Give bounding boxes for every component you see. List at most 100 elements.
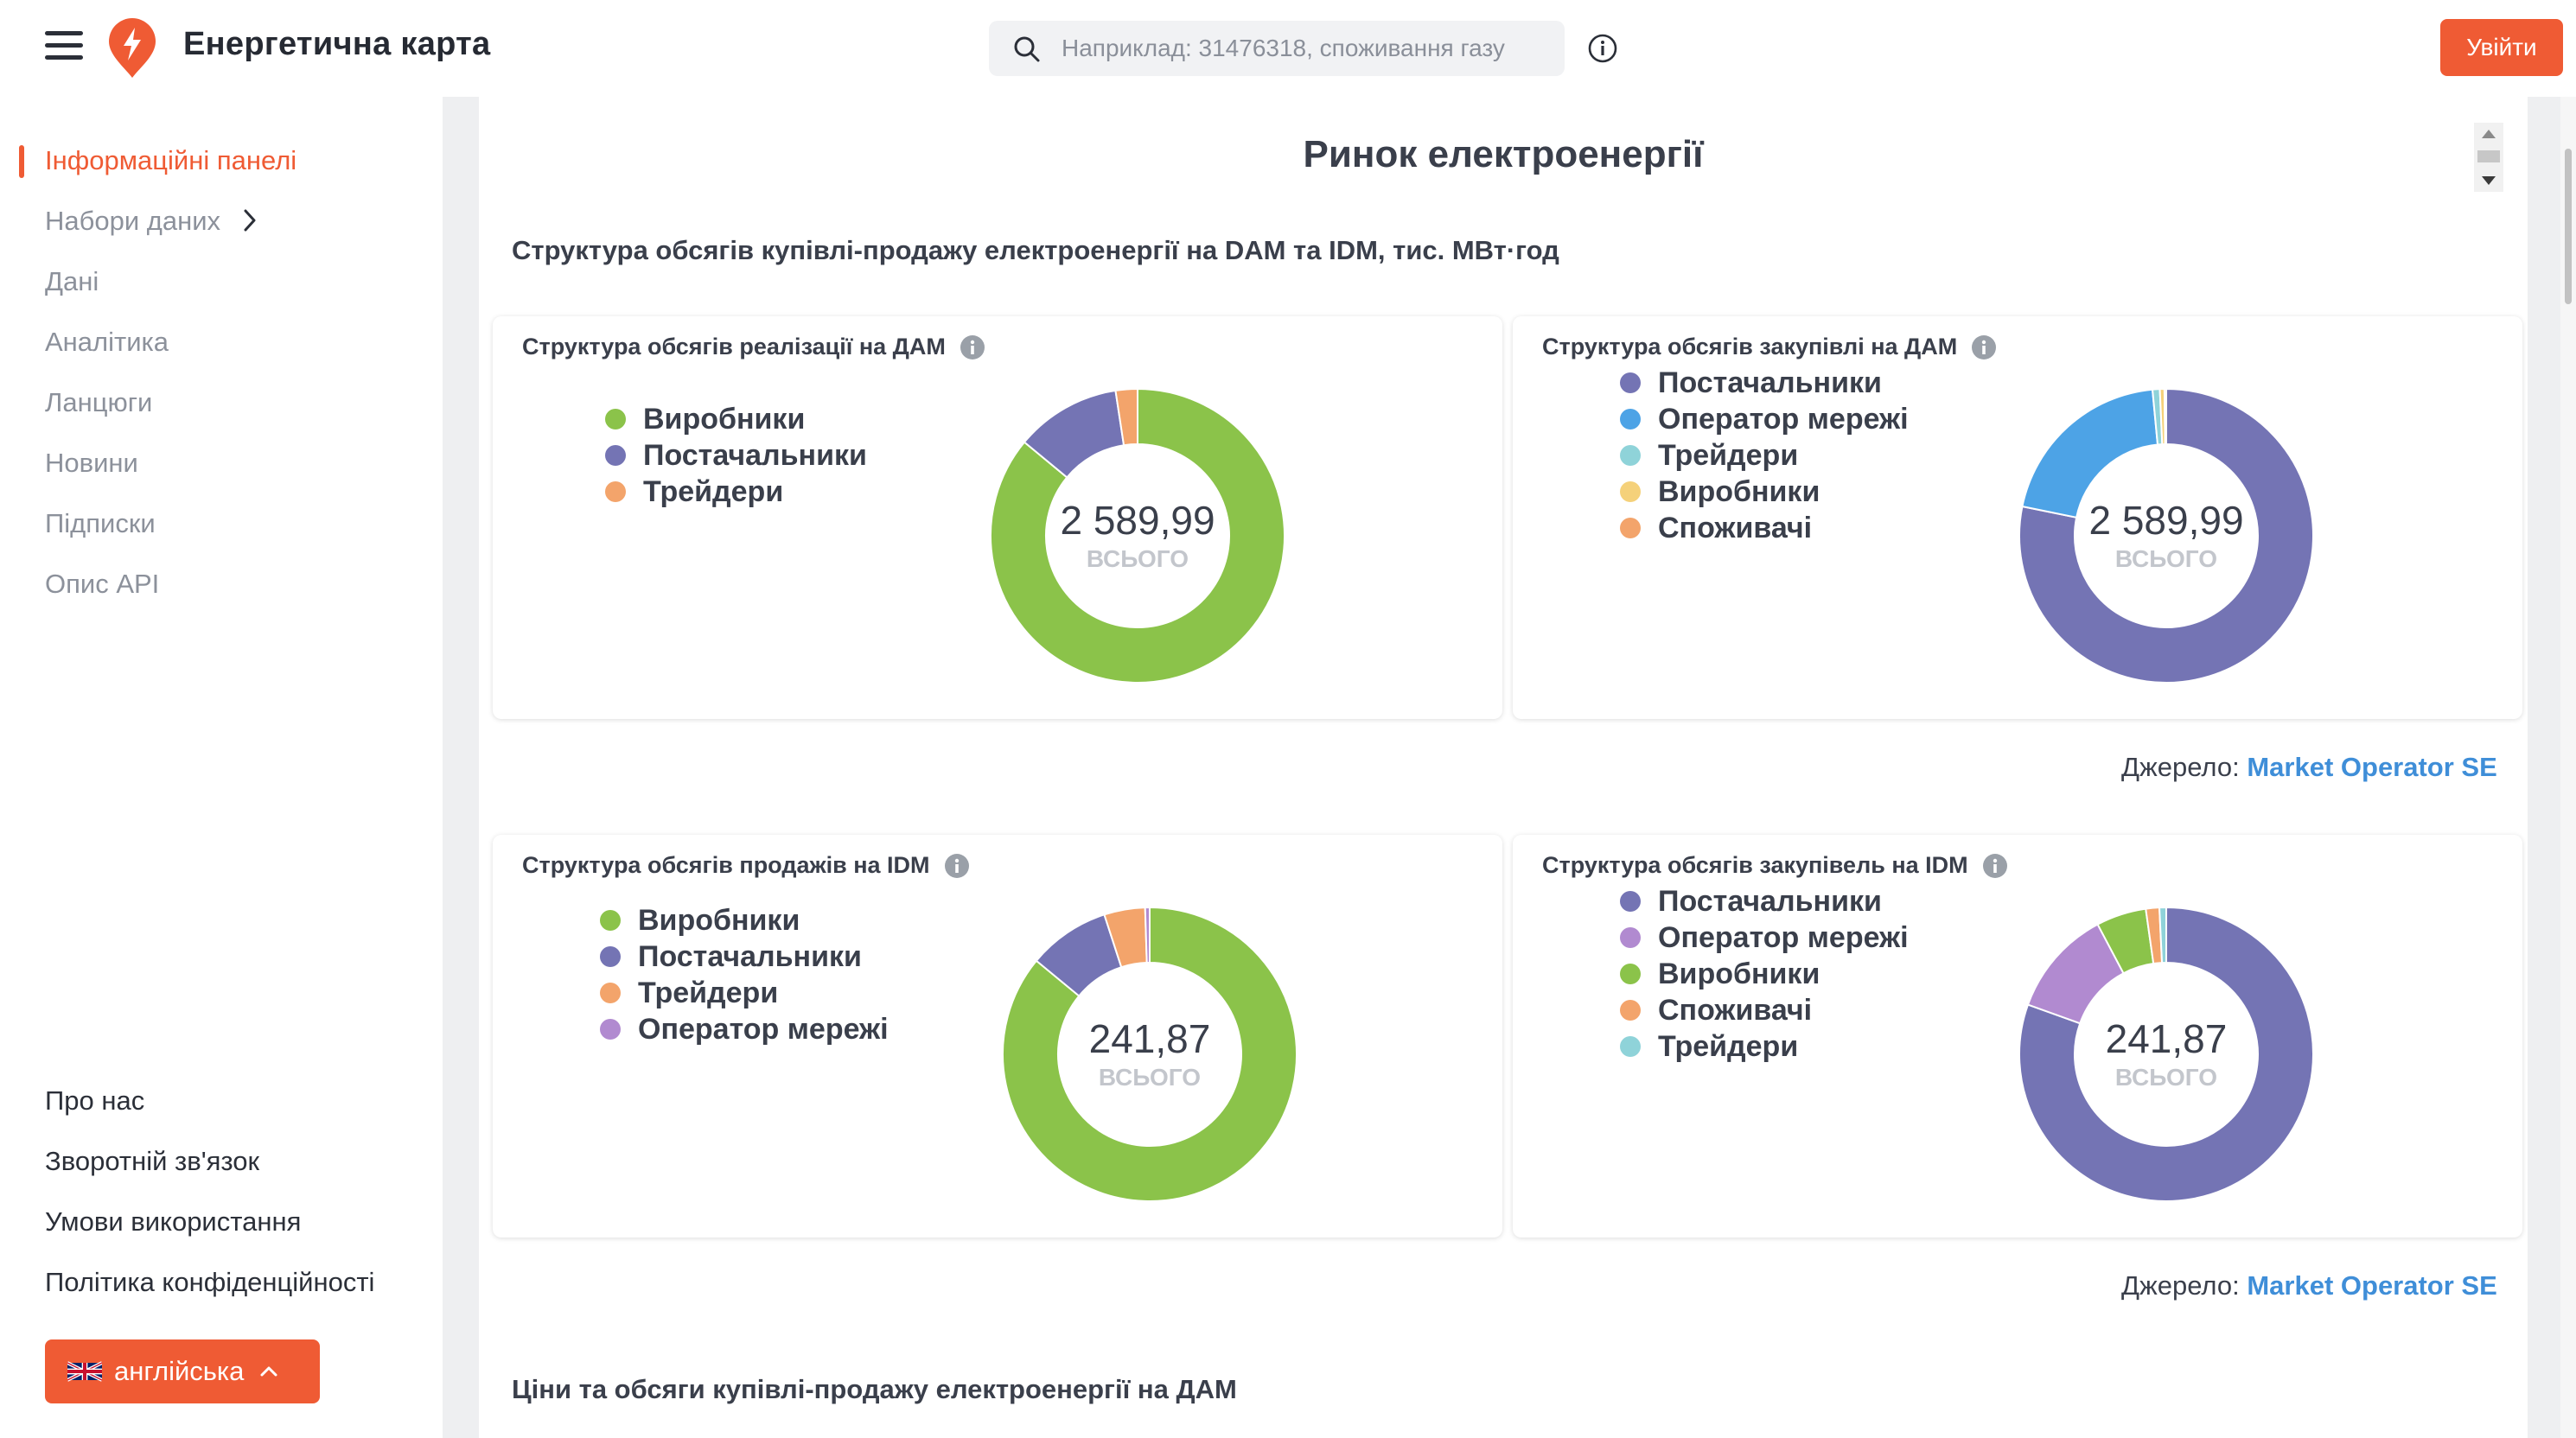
sidebar-item-chains[interactable]: Ланцюги: [45, 387, 153, 417]
card-title-text: Структура обсягів закупівлі на ДАМ: [1542, 334, 1958, 360]
page-scrollbar[interactable]: [2560, 97, 2576, 1438]
legend-label: Оператор мережі: [1658, 920, 1909, 954]
terms-link[interactable]: Умови використання: [45, 1206, 302, 1237]
legend-item[interactable]: Оператор мережі: [1620, 401, 1909, 437]
legend-label: Виробники: [1658, 474, 1820, 508]
donut-slice[interactable]: [2018, 387, 2314, 684]
card-title: Структура обсягів реалізації на ДАМ: [522, 334, 985, 360]
legend-swatch: [1620, 927, 1641, 948]
legend-item[interactable]: Трейдери: [1620, 1028, 1909, 1065]
legend-item[interactable]: Постачальники: [600, 939, 889, 975]
feedback-link[interactable]: Зворотній зв'язок: [45, 1146, 260, 1176]
scroll-up-icon[interactable]: [2482, 130, 2496, 138]
info-icon[interactable]: [944, 853, 970, 879]
sidebar-item-datasets[interactable]: Набори даних: [45, 206, 257, 237]
legend-item[interactable]: Постачальники: [1620, 365, 1909, 401]
search-box[interactable]: [989, 21, 1565, 76]
card-title: Структура обсягів закупівлі на ДАМ: [1542, 334, 1997, 360]
legend-item[interactable]: Постачальники: [605, 437, 867, 474]
donut-slice[interactable]: [2158, 906, 2167, 964]
source-line: Джерело: Market Operator SE: [2121, 752, 2497, 783]
legend-label: Виробники: [643, 402, 806, 436]
legend-item[interactable]: Виробники: [600, 902, 889, 939]
legend-item[interactable]: Трейдери: [605, 474, 867, 510]
legend-item[interactable]: Оператор мережі: [1620, 919, 1909, 956]
card-title: Структура обсягів закупівель на IDM: [1542, 852, 2008, 879]
legend-item[interactable]: Споживачі: [1620, 510, 1909, 546]
sidebar-item-subscriptions[interactable]: Підписки: [45, 508, 156, 538]
app-title[interactable]: Енергетична карта: [183, 26, 491, 62]
content-panel: Ринок електроенергії Структура обсягів к…: [479, 97, 2528, 1438]
language-button[interactable]: англійська: [45, 1339, 320, 1403]
legend-swatch: [1620, 518, 1641, 538]
chart-card-dam-sales: Структура обсягів реалізації на ДАМ Виро…: [493, 316, 1502, 719]
donut-slice[interactable]: [1002, 906, 1298, 1202]
source-label: Джерело:: [2121, 1270, 2240, 1301]
donut-total-label: ВСЬОГО: [2115, 1064, 2217, 1091]
source-line: Джерело: Market Operator SE: [2121, 1270, 2497, 1301]
logo-icon[interactable]: [105, 17, 159, 80]
sidebar: Інформаційні панелі Набори даних Дані Ан…: [0, 97, 443, 1438]
legend-label: Споживачі: [1658, 511, 1813, 544]
legend-label: Постачальники: [1658, 884, 1882, 918]
sidebar-item-dashboards[interactable]: Інформаційні панелі: [45, 145, 297, 175]
legend-item[interactable]: Виробники: [1620, 956, 1909, 992]
donut-slice[interactable]: [1144, 906, 1151, 964]
login-button[interactable]: Увійти: [2440, 19, 2563, 76]
top-bar: Енергетична карта Увійти: [0, 0, 2576, 97]
scroll-thumb[interactable]: [2477, 150, 2500, 162]
legend-label: Постачальники: [643, 438, 867, 472]
legend-item[interactable]: Оператор мережі: [600, 1011, 889, 1047]
source-link[interactable]: Market Operator SE: [2247, 1270, 2497, 1301]
donut-total-label: ВСЬОГО: [2115, 545, 2217, 572]
sidebar-item-news[interactable]: Новини: [45, 448, 138, 478]
donut-slice[interactable]: [990, 387, 1285, 684]
donut-total-value: 2 589,99: [2088, 498, 2243, 543]
legend-item[interactable]: Трейдери: [600, 975, 889, 1011]
about-link[interactable]: Про нас: [45, 1085, 145, 1116]
donut-total-label: ВСЬОГО: [1087, 545, 1189, 572]
chart-legend: Постачальники Оператор мережі Трейдери Виро…: [1620, 365, 1909, 546]
legend-label: Постачальники: [638, 939, 862, 973]
legend-swatch: [600, 910, 621, 931]
donut-slice[interactable]: [2163, 387, 2167, 446]
language-label: англійська: [114, 1356, 245, 1386]
legend-item[interactable]: Трейдери: [1620, 437, 1909, 474]
legend-label: Трейдери: [1658, 438, 1799, 472]
legend-label: Трейдери: [638, 976, 779, 1009]
sidebar-item-analytics[interactable]: Аналітика: [45, 327, 169, 357]
legend-swatch: [605, 481, 626, 502]
page-scroll-thumb[interactable]: [2565, 149, 2572, 304]
donut-chart[interactable]: 241,87 ВСЬОГО: [1001, 906, 1298, 1203]
donut-slice[interactable]: [1114, 387, 1138, 447]
info-icon[interactable]: [1587, 33, 1618, 64]
menu-icon[interactable]: [45, 31, 83, 60]
panel-scrollbar[interactable]: [2474, 123, 2503, 192]
legend-swatch: [1620, 964, 1641, 984]
sidebar-item-api-docs[interactable]: Опис API: [45, 569, 160, 599]
info-icon[interactable]: [1971, 334, 1997, 360]
legend-item[interactable]: Споживачі: [1620, 992, 1909, 1028]
legend-swatch: [600, 983, 621, 1003]
main-area: Ринок електроенергії Структура обсягів к…: [443, 97, 2576, 1438]
legend-item[interactable]: Постачальники: [1620, 883, 1909, 919]
sidebar-item-data[interactable]: Дані: [45, 266, 99, 296]
info-icon[interactable]: [960, 334, 985, 360]
uk-flag-icon: [67, 1361, 102, 1382]
legend-swatch: [1620, 1036, 1641, 1057]
info-icon[interactable]: [1982, 853, 2008, 879]
source-link[interactable]: Market Operator SE: [2247, 752, 2497, 782]
donut-chart[interactable]: 241,87 ВСЬОГО: [2018, 906, 2315, 1203]
legend-item[interactable]: Виробники: [605, 401, 867, 437]
search-input[interactable]: [1062, 21, 1546, 76]
legend-item[interactable]: Виробники: [1620, 474, 1909, 510]
donut-total-value: 241,87: [1089, 1016, 1211, 1061]
chart-legend: Виробники Постачальники Трейдери Оператор м…: [600, 902, 889, 1047]
legend-swatch: [1620, 1000, 1641, 1021]
scroll-down-icon[interactable]: [2482, 176, 2496, 185]
donut-slice[interactable]: [2018, 906, 2314, 1202]
privacy-link[interactable]: Політика конфіденційності: [45, 1267, 375, 1297]
legend-swatch: [1620, 409, 1641, 429]
